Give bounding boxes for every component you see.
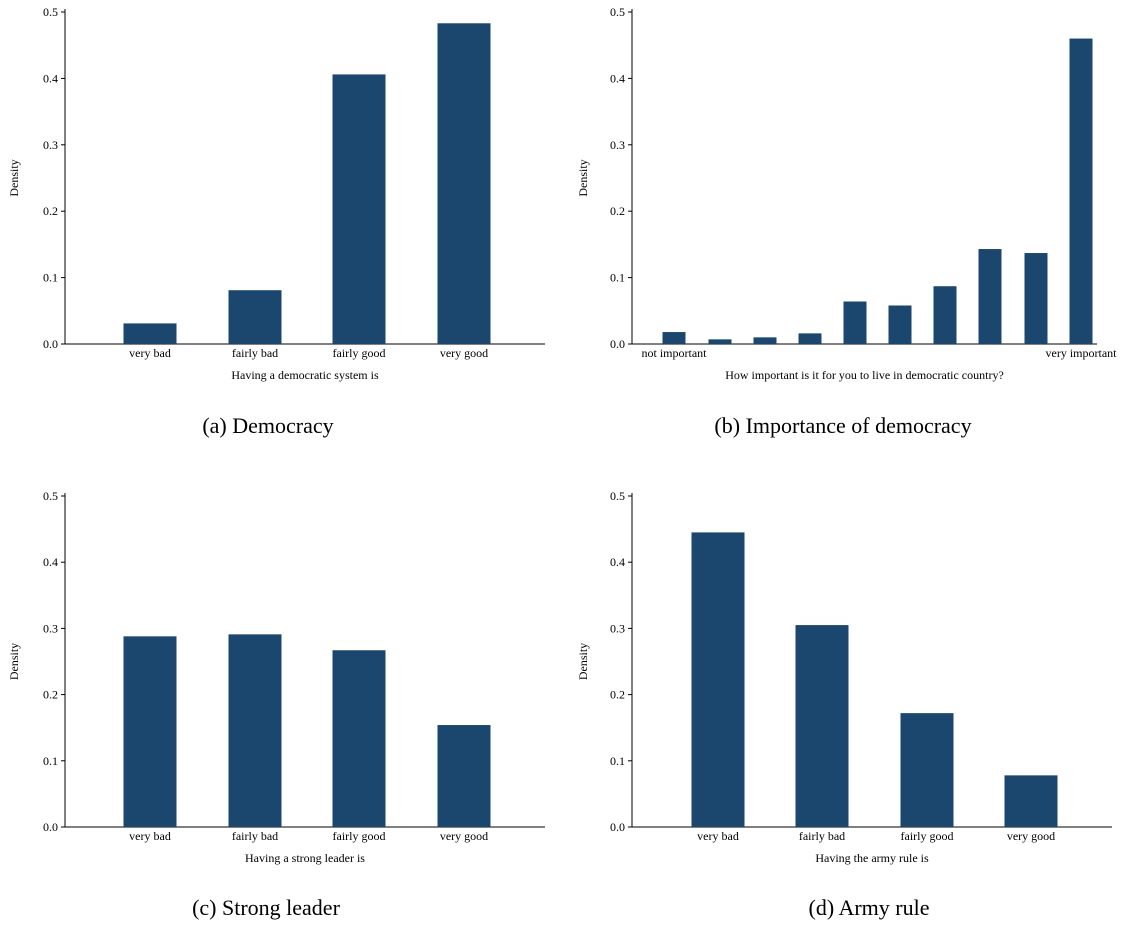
subfigure-caption: (a) Democracy [202,413,333,438]
subfigure-caption: (c) Strong leader [192,895,340,920]
chart-panel: 0.0 0.1 0.2 0.3 0.4 0.5 very bad fairly bad fair… [576,489,1112,920]
y-axis-title: Density [7,643,21,680]
bar [1069,38,1093,345]
x-tick-label: fairly good [901,829,954,843]
y-tick-label: 0.5 [43,5,58,19]
x-tick-label: fairly bad [232,829,278,843]
x-tick-label: very bad [129,346,171,360]
bar [1024,253,1048,344]
x-tick-label: very good [1007,829,1055,843]
bar [123,636,177,827]
bar [437,725,491,827]
bar [123,323,177,344]
x-tick-label: fairly good [333,346,386,360]
x-tick-label: very bad [697,829,739,843]
y-tick-label: 0.3 [610,621,625,635]
subfigure-caption: (b) Importance of democracy [714,413,971,438]
y-tick-label: 0.0 [43,337,58,351]
y-tick-label: 0.3 [43,621,58,635]
bar [795,625,849,827]
y-tick-label: 0.0 [43,820,58,834]
bar [798,333,822,344]
bar [900,713,954,827]
y-axis-title: Density [576,643,590,680]
bar [437,23,491,345]
x-tick-label: very good [440,829,488,843]
bar [332,74,386,344]
y-tick-label: 0.5 [610,489,625,503]
bar [843,301,867,344]
chart-panel: 0.0 0.1 0.2 0.3 0.4 0.5 very bad fairly bad fair… [7,489,545,920]
x-tick-label: very important [1046,346,1118,360]
bar [228,290,282,344]
bar [332,650,386,827]
bar [691,532,745,827]
bar [228,634,282,827]
y-tick-label: 0.2 [43,204,58,218]
x-tick-label: not important [642,346,708,360]
y-tick-label: 0.2 [43,688,58,702]
bar [753,337,777,344]
y-tick-label: 0.2 [610,688,625,702]
y-tick-label: 0.0 [610,337,625,351]
x-axis-title: Having a democratic system is [231,368,379,382]
x-axis-title: Having a strong leader is [245,851,365,865]
x-tick-label: fairly bad [232,346,278,360]
bar [708,339,732,344]
bar [933,286,957,344]
x-tick-label: very good [440,346,488,360]
y-tick-label: 0.4 [43,555,58,569]
y-tick-label: 0.3 [43,138,58,152]
y-tick-label: 0.5 [610,5,625,19]
chart-panel: 0.0 0.1 0.2 0.3 0.4 0.5 not important very impo… [576,5,1117,438]
chart-panel: 0.0 0.1 0.2 0.3 0.4 0.5 very bad fairly bad fair… [7,5,545,438]
bar [662,332,686,344]
y-axis-title: Density [7,159,21,196]
x-tick-label: fairly good [333,829,386,843]
y-tick-label: 0.1 [610,271,625,285]
y-tick-label: 0.4 [43,71,58,85]
x-axis-title: Having the army rule is [815,851,929,865]
y-tick-label: 0.3 [610,138,625,152]
subfigure-caption: (d) Army rule [809,895,930,920]
y-tick-label: 0.4 [610,555,625,569]
y-tick-label: 0.1 [610,754,625,768]
bar [1004,775,1058,827]
y-axis-title: Density [576,159,590,196]
y-tick-label: 0.1 [43,271,58,285]
x-tick-label: fairly bad [799,829,845,843]
x-axis-title: How important is it for you to live in d… [725,368,1004,382]
bar [978,249,1002,344]
y-tick-label: 0.1 [43,754,58,768]
bar [888,305,912,344]
y-tick-label: 0.4 [610,71,625,85]
x-tick-label: very bad [129,829,171,843]
y-tick-label: 0.5 [43,489,58,503]
y-tick-label: 0.0 [610,820,625,834]
y-tick-label: 0.2 [610,204,625,218]
